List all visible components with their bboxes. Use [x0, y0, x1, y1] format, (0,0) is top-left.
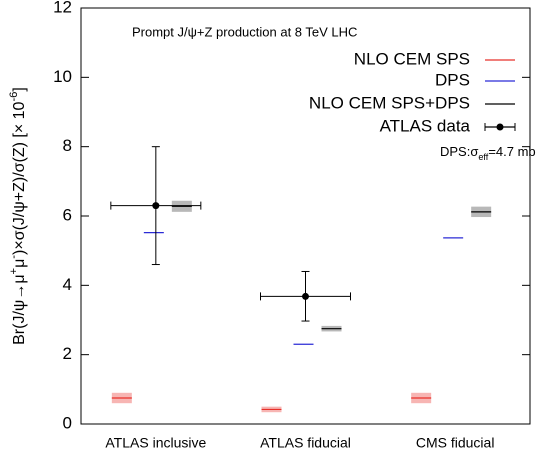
y-tick-label: 0: [63, 413, 72, 432]
legend-label: NLO CEM SPS: [354, 49, 470, 68]
text-part: -: [8, 255, 20, 259]
text-part: μ: [11, 259, 28, 268]
text-part: Br(J/ψ→μ: [11, 274, 28, 344]
x-tick-label: ATLAS fiducial: [260, 435, 351, 451]
legend-label: NLO CEM SPS+DPS: [309, 93, 470, 112]
y-tick-label: 6: [63, 205, 72, 224]
text-part: =4.7 mb: [488, 144, 535, 159]
y-tick-label: 4: [63, 275, 72, 294]
text-part: -6: [8, 92, 20, 102]
y-tick-label: 10: [53, 67, 72, 86]
chart-title: Prompt J/ψ+Z production at 8 TeV LHC: [132, 24, 357, 39]
annotation: DPS:σeff=4.7 mb: [440, 144, 536, 162]
text-part: eff: [478, 152, 488, 162]
text-part: DPS:σ: [440, 144, 478, 159]
data-point: [302, 292, 309, 300]
legend-label: DPS: [435, 70, 470, 89]
x-tick-label: ATLAS inclusive: [105, 435, 206, 451]
text-part: )×σ(J/ψ+Z)/σ(Z) [× 10: [11, 101, 28, 255]
legend-label: ATLAS data: [380, 116, 471, 135]
legend-swatch: [496, 123, 504, 131]
y-tick-label: 12: [53, 0, 72, 16]
text-part: ]: [11, 87, 28, 91]
y-axis-label: Br(J/ψ→μ+μ-)×σ(J/ψ+Z)/σ(Z) [× 10-6]: [8, 87, 28, 345]
y-tick-label: 2: [63, 344, 72, 363]
y-tick-label: 8: [63, 136, 72, 155]
text-part: +: [8, 268, 20, 275]
data-point: [152, 202, 160, 210]
x-tick-label: CMS fiducial: [416, 435, 495, 451]
